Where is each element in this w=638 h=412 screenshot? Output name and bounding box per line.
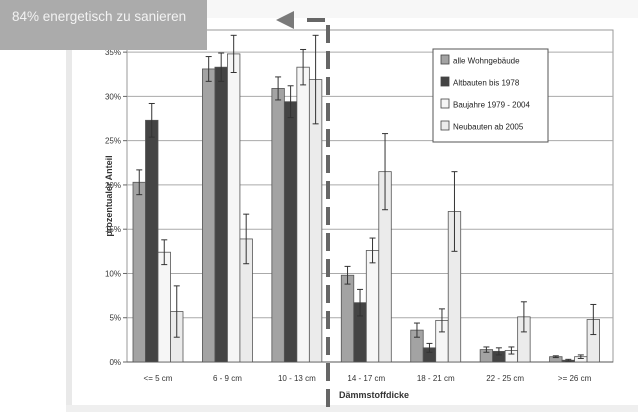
y-tick-label: 0% <box>109 358 121 367</box>
x-tick-label: 6 - 9 cm <box>213 374 242 383</box>
error-bar <box>369 237 376 264</box>
y-tick-label: 30% <box>105 92 121 101</box>
divider-annotation <box>276 11 330 412</box>
x-tick-label: 18 - 21 cm <box>417 374 455 383</box>
error-bar <box>312 34 319 125</box>
y-tick-label: 35% <box>105 48 121 57</box>
error-bar <box>357 288 364 317</box>
bar <box>157 251 171 363</box>
x-tick-label: 22 - 25 cm <box>486 374 524 383</box>
y-axis-label: prozentualer Anteil <box>104 155 114 236</box>
bar <box>202 68 216 363</box>
error-bar <box>451 171 458 252</box>
bar <box>365 250 380 363</box>
bar <box>340 274 355 363</box>
divider-arrow-icon <box>276 11 294 29</box>
error-bar <box>577 354 584 359</box>
x-tick-label: >= 26 cm <box>558 374 592 383</box>
error-bar <box>426 342 433 353</box>
error-bar <box>590 303 597 336</box>
error-bars <box>136 34 597 362</box>
y-tick-label: 20% <box>105 181 121 190</box>
x-axis-label: Dämmstoffdicke <box>339 390 409 400</box>
bar <box>271 88 285 363</box>
error-bar <box>495 347 502 356</box>
error-bar <box>275 76 282 101</box>
bar <box>132 181 146 363</box>
legend: alle Wohngebäude Altbauten bis 1978 Baujah… <box>432 48 549 143</box>
error-bar <box>413 322 420 338</box>
y-tick-label: 25% <box>105 137 121 146</box>
error-bar <box>173 285 180 338</box>
background-strip-left <box>66 18 72 408</box>
legend-label: Neubauten ab 2005 <box>453 123 524 132</box>
legend-swatch <box>440 120 450 131</box>
error-bar <box>218 52 225 82</box>
error-bar <box>243 213 250 265</box>
y-tick-label: 5% <box>109 314 121 323</box>
bar <box>227 53 241 363</box>
error-bar <box>344 265 351 285</box>
legend-swatch <box>440 54 450 65</box>
annotation-banner: 84% energetisch zu sanieren <box>0 0 207 50</box>
bar <box>283 101 298 363</box>
y-tick-labels: 0% 5% 10% 15% 20% 25% 30% 35% <box>105 48 127 367</box>
x-tick-label: 14 - 17 cm <box>347 374 385 383</box>
error-bar <box>552 355 559 359</box>
legend-swatch <box>440 76 450 87</box>
error-bar <box>205 56 212 82</box>
legend-swatch <box>440 98 450 109</box>
x-tick-labels: <= 5 cm 6 - 9 cm 10 - 13 cm 14 - 17 cm 18 - … <box>144 374 592 383</box>
y-tick-label: 15% <box>105 225 121 234</box>
error-bar <box>230 34 237 73</box>
banner-text: 84% energetisch zu sanieren <box>12 9 187 24</box>
divider-dashed-line <box>307 18 330 412</box>
error-bar <box>300 48 307 86</box>
bars <box>132 53 600 363</box>
legend-box <box>432 48 549 143</box>
legend-label: Altbauten bis 1978 <box>453 79 520 88</box>
error-bar <box>136 169 143 196</box>
error-bar <box>520 301 527 333</box>
bar <box>145 119 159 363</box>
x-tick-label: <= 5 cm <box>144 374 173 383</box>
bar <box>214 66 228 363</box>
error-bar <box>565 358 572 362</box>
error-bar <box>161 239 168 266</box>
bar <box>296 66 310 363</box>
x-tick-label: 10 - 13 cm <box>278 374 316 383</box>
legend-label: alle Wohngebäude <box>453 57 520 66</box>
error-bar <box>438 308 445 333</box>
legend-label: Baujahre 1979 - 2004 <box>453 101 531 110</box>
error-bar <box>483 346 490 353</box>
background-strip-bottom <box>66 405 638 412</box>
y-tick-label: 10% <box>105 269 121 278</box>
error-bar <box>148 102 155 138</box>
error-bar <box>382 133 389 211</box>
error-bar <box>287 85 294 119</box>
error-bar <box>508 346 515 355</box>
